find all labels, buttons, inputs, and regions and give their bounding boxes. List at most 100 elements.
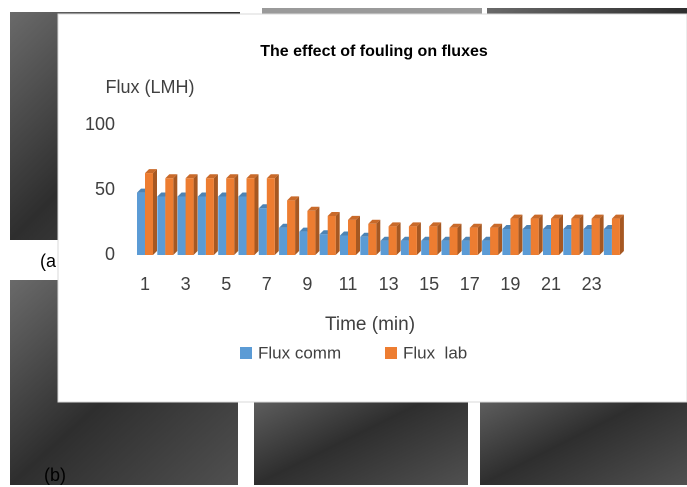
bar — [238, 196, 247, 255]
x-axis-label: Time (min) — [325, 314, 415, 335]
bar-top — [266, 174, 279, 179]
bar-side — [254, 174, 259, 255]
legend-swatch — [385, 347, 397, 359]
bar-side — [437, 222, 442, 255]
bar — [522, 229, 531, 255]
bar-side — [416, 222, 421, 255]
bar-top — [530, 214, 543, 219]
bar-top — [145, 169, 157, 174]
x-tick-label: 15 — [419, 274, 439, 294]
bar — [185, 178, 194, 255]
bar — [279, 227, 288, 255]
bar — [543, 229, 551, 255]
bar-side — [315, 206, 320, 255]
bar-side — [173, 174, 178, 255]
bar — [266, 178, 275, 255]
bar-side — [274, 174, 279, 255]
bar-side — [396, 222, 401, 255]
legend-label: Flux lab — [403, 343, 467, 362]
bar-top — [490, 223, 503, 228]
bar — [360, 236, 369, 255]
bar-top — [551, 214, 563, 219]
bar — [611, 218, 620, 255]
bar-top — [287, 196, 300, 201]
x-tick-label: 13 — [379, 274, 399, 294]
x-tick-label: 5 — [221, 274, 231, 294]
bar — [307, 210, 316, 255]
bar — [258, 208, 267, 255]
bar-top — [246, 174, 259, 179]
bar-side — [538, 214, 543, 255]
bar — [583, 229, 592, 255]
y-tick-label: 0 — [105, 244, 115, 264]
legend-swatch — [240, 347, 252, 359]
y-tick-label: 100 — [85, 114, 115, 134]
bar-side — [498, 223, 503, 255]
y-tick-label: 50 — [95, 179, 115, 199]
bar — [246, 178, 255, 255]
bar — [591, 218, 600, 255]
bar — [340, 235, 348, 255]
bar-top — [449, 223, 462, 228]
bar-top — [408, 222, 421, 227]
bar — [299, 231, 308, 255]
bar-side — [193, 174, 198, 255]
bar-side — [356, 215, 360, 255]
x-tick-label: 1 — [140, 274, 150, 294]
bar — [226, 178, 235, 255]
bar-top — [469, 223, 482, 228]
bar — [218, 196, 227, 255]
bar — [429, 226, 438, 255]
x-tick-label: 11 — [339, 274, 358, 294]
bar-top — [226, 174, 239, 179]
x-tick-label: 19 — [500, 274, 520, 294]
bar — [348, 219, 356, 255]
bar — [421, 240, 430, 255]
bar-top — [591, 214, 604, 219]
bar — [441, 240, 450, 255]
bar — [551, 218, 559, 255]
bar — [165, 178, 174, 255]
bar-side — [518, 214, 523, 255]
bar-side — [234, 174, 239, 255]
bar — [502, 229, 511, 255]
bar-top — [571, 214, 584, 219]
bar-top — [307, 206, 320, 211]
bar-top — [611, 214, 624, 219]
bar — [400, 240, 409, 255]
x-tick-label: 7 — [262, 274, 272, 294]
bar — [197, 196, 206, 255]
bar — [510, 218, 519, 255]
bar-top — [185, 174, 198, 179]
bar — [177, 196, 186, 255]
bar-side — [153, 169, 157, 255]
bar-side — [295, 196, 300, 255]
bar — [319, 234, 328, 255]
x-tick-label: 9 — [302, 274, 312, 294]
bar — [327, 216, 336, 255]
bar-top — [429, 222, 442, 227]
bar — [287, 200, 296, 255]
bar-side — [213, 174, 218, 255]
bar — [380, 240, 389, 255]
bar-side — [457, 223, 462, 255]
bar — [368, 223, 377, 255]
bar-side — [376, 219, 381, 255]
bar — [137, 192, 145, 255]
bar — [571, 218, 580, 255]
bar-side — [619, 214, 624, 255]
y-axis-label: Flux (LMH) — [106, 77, 195, 97]
bar — [157, 196, 166, 255]
x-tick-label: 17 — [460, 274, 480, 294]
x-tick-label: 3 — [181, 274, 191, 294]
bar — [449, 227, 458, 255]
bar — [469, 227, 478, 255]
bar — [408, 226, 417, 255]
bar — [145, 173, 153, 255]
bar — [563, 229, 572, 255]
panel-label: (a — [40, 251, 57, 271]
bar-top — [327, 212, 340, 216]
bar-side — [599, 214, 604, 255]
bar-top — [205, 174, 218, 179]
